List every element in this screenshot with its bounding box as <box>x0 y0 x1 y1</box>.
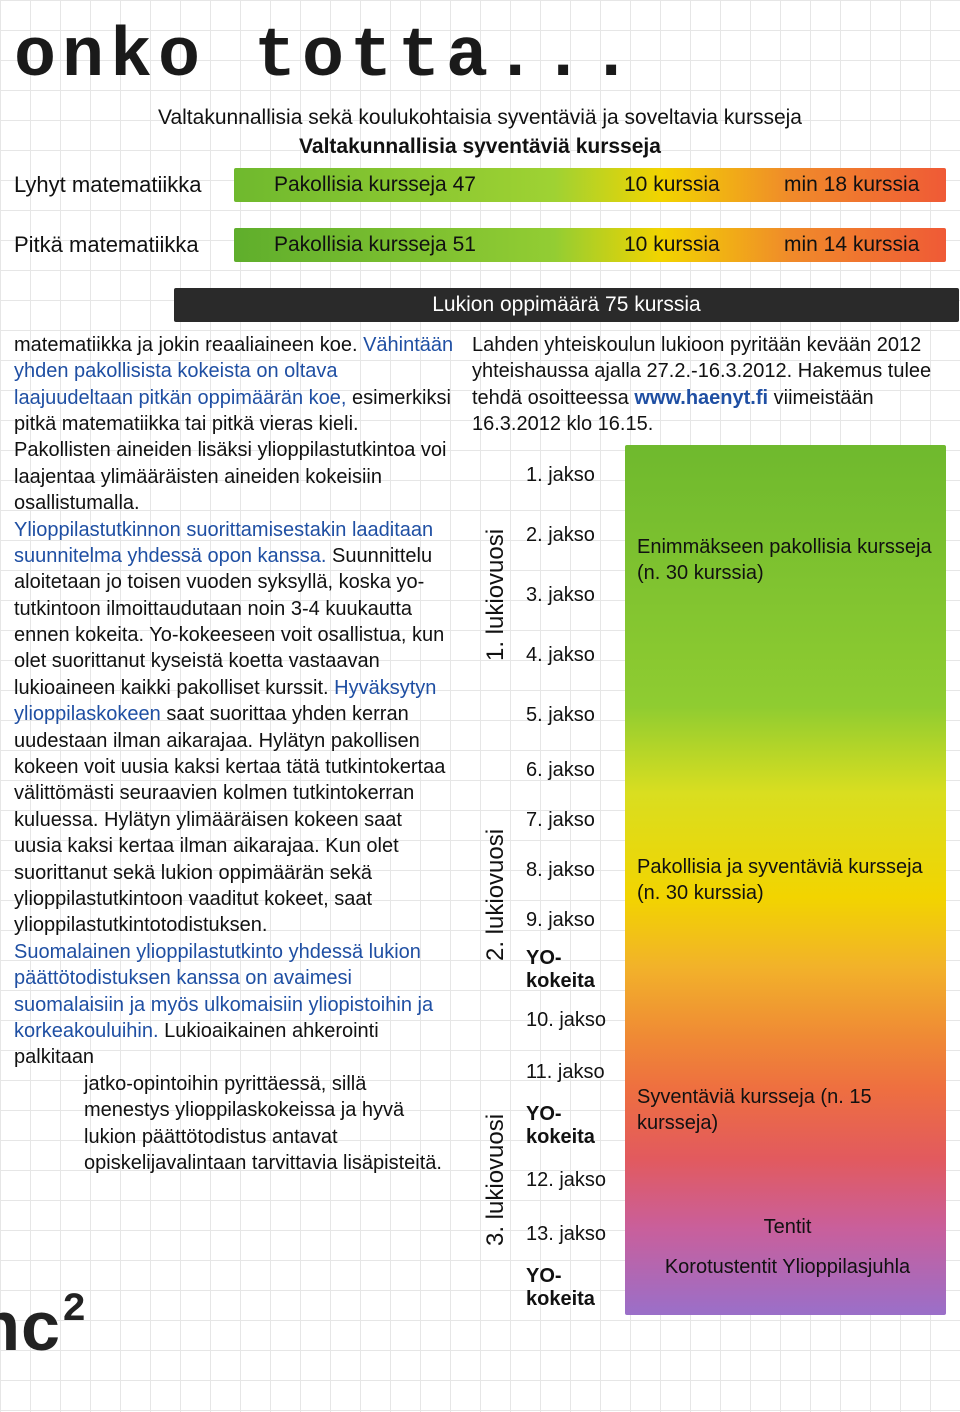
p1a: matematiikka ja jokin reaaliaineen koe. <box>14 334 363 356</box>
course-bars: Lyhyt matematiikka Pakollisia kursseja 4… <box>0 168 960 322</box>
jakso-cell: 6. jakso <box>520 745 625 795</box>
formula-decor: nc2 <box>0 1288 86 1372</box>
jakso-cell: 9. jakso <box>520 895 625 945</box>
jakso-cell: 5. jakso <box>520 685 625 745</box>
left-column: matematiikka ja jokin reaaliaineen koe. … <box>14 332 454 1316</box>
jakso-cell: 13. jakso <box>520 1207 625 1261</box>
header-line2: Valtakunnallisia syventäviä kursseja <box>0 132 960 161</box>
p3b: saat suorittaa yhden kerran uudestaan il… <box>14 703 445 936</box>
jakso-cell: YO-kokeita <box>520 945 625 995</box>
jakso-cell: YO-kokeita <box>520 1261 625 1315</box>
year-label: 3. lukiovuosi <box>472 1045 520 1315</box>
jakso-cell: 12. jakso <box>520 1153 625 1207</box>
year-label: 1. lukiovuosi <box>472 445 520 745</box>
year-desc: Enimmäkseen pakollisia kursseja (n. 30 k… <box>637 535 938 586</box>
year-extra: Korotustentit Ylioppilasjuhla <box>637 1255 938 1281</box>
year-labels-col: 1. lukiovuosi2. lukiovuosi3. lukiovuosi <box>472 445 520 1315</box>
jakso-cell: 1. jakso <box>520 445 625 505</box>
color-gradient-col: Enimmäkseen pakollisia kursseja (n. 30 k… <box>625 445 946 1315</box>
year-label: 2. lukiovuosi <box>472 745 520 1045</box>
year-desc: Syventäviä kursseja (n. 15 kursseja) <box>637 1085 938 1136</box>
bar-row-lyhyt: Lyhyt matematiikka Pakollisia kursseja 4… <box>14 168 946 202</box>
jakso-col: 1. jakso2. jakso3. jakso4. jakso5. jakso… <box>520 445 625 1315</box>
year-extra: Tentit <box>637 1215 938 1241</box>
jakso-cell: 7. jakso <box>520 795 625 845</box>
formula-sup: 2 <box>62 1288 86 1333</box>
bar-pitka: Pakollisia kursseja 51 10 kurssia min 14… <box>234 228 946 262</box>
bar-row-pitka: Pitkä matematiikka Pakollisia kursseja 5… <box>14 228 946 262</box>
seg-pakollisia-47: Pakollisia kursseja 47 <box>274 173 476 197</box>
seg-10-b: 10 kurssia <box>624 233 720 257</box>
jakso-cell: 8. jakso <box>520 845 625 895</box>
p4c: jatko-opintoihin pyrittäessä, sillä mene… <box>14 1071 454 1177</box>
seg-pakollisia-51: Pakollisia kursseja 51 <box>274 233 476 257</box>
formula-base: nc <box>0 1293 62 1372</box>
jakso-cell: 10. jakso <box>520 995 625 1045</box>
header-labels: Valtakunnallisia sekä koulukohtaisia syv… <box>0 103 960 162</box>
page-title: onko totta... <box>0 0 960 97</box>
right-column: Lahden yhteiskoulun lukioon pyritään kev… <box>472 332 946 1316</box>
right-intro: Lahden yhteiskoulun lukioon pyritään kev… <box>472 332 946 438</box>
p2b: Suunnittelu aloitetaan jo toisen vuoden … <box>14 545 444 699</box>
bar-lyhyt: Pakollisia kursseja 47 10 kurssia min 18… <box>234 168 946 202</box>
total-bar: Lukion oppimäärä 75 kurssia <box>174 288 959 322</box>
jakso-cell: 4. jakso <box>520 625 625 685</box>
jakso-cell: 3. jakso <box>520 565 625 625</box>
bar-label-pitka: Pitkä matematiikka <box>14 232 234 258</box>
year-desc: Pakollisia ja syventäviä kursseja (n. 30… <box>637 855 938 906</box>
year-chart: 1. lukiovuosi2. lukiovuosi3. lukiovuosi … <box>472 445 946 1315</box>
seg-10-a: 10 kurssia <box>624 173 720 197</box>
jakso-cell: YO-kokeita <box>520 1099 625 1153</box>
jakso-cell: 11. jakso <box>520 1045 625 1099</box>
bar-label-lyhyt: Lyhyt matematiikka <box>14 172 234 198</box>
jakso-cell: 2. jakso <box>520 505 625 565</box>
intro-link[interactable]: www.haenyt.fi <box>634 387 768 409</box>
seg-min18: min 18 kurssia <box>784 173 919 197</box>
seg-min14: min 14 kurssia <box>784 233 919 257</box>
header-line1: Valtakunnallisia sekä koulukohtaisia syv… <box>0 103 960 132</box>
